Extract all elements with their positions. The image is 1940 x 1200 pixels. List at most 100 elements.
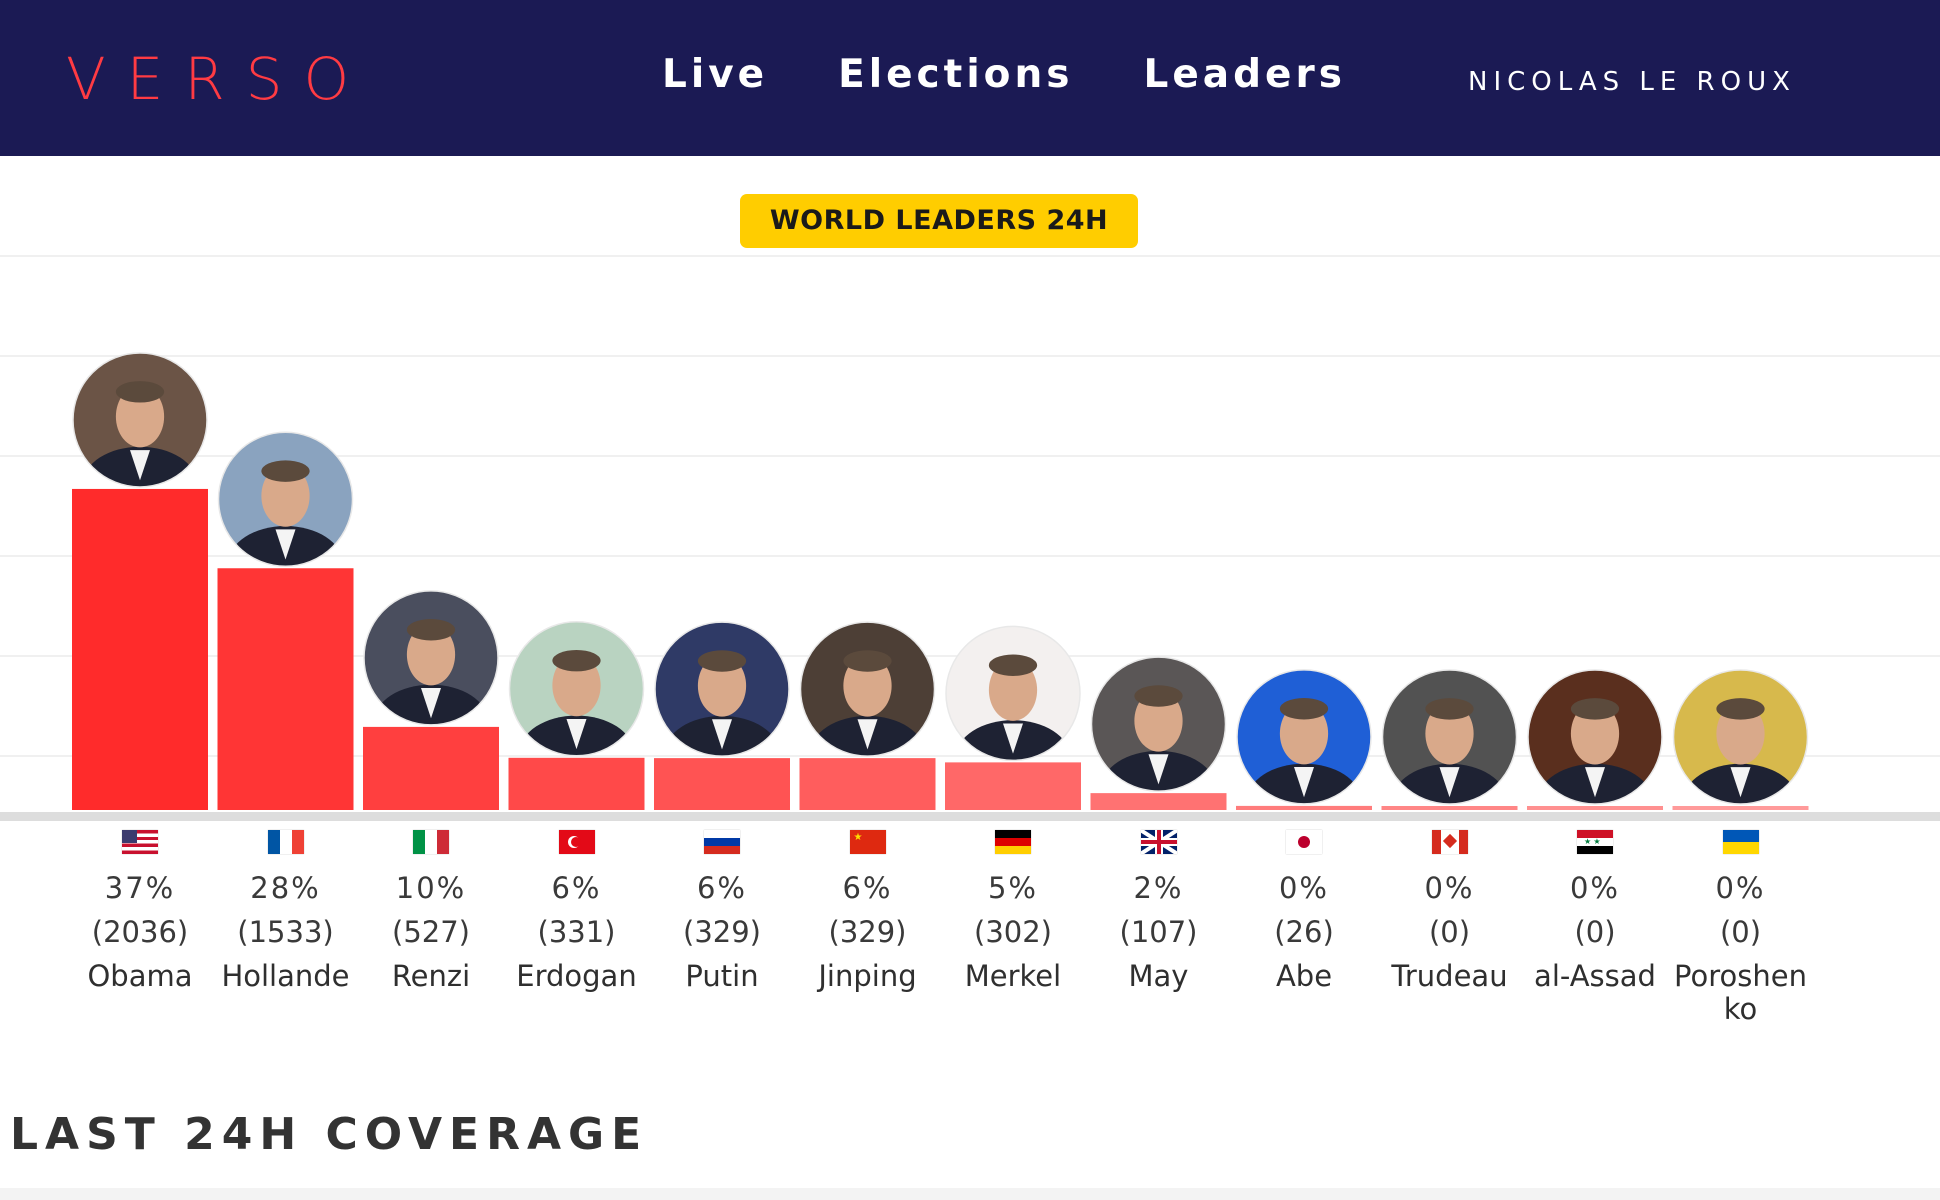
avatar-ring (508, 621, 645, 757)
leader-column-putin[interactable]: 6% (329) Putin (649, 830, 795, 993)
bar-putin[interactable] (654, 758, 790, 810)
it-flag-icon (413, 830, 449, 854)
avatar-ring (217, 431, 354, 568)
avatar-ring (363, 590, 499, 726)
bar-hollande[interactable] (217, 568, 354, 810)
ca-flag-icon (1431, 830, 1468, 854)
percent-label: 2% (1133, 871, 1184, 905)
us-flag-icon (122, 830, 158, 854)
percent-label: 6% (696, 871, 747, 905)
percent-label: 28% (250, 871, 321, 905)
avatar-hollande[interactable] (218, 432, 353, 600)
tr-flag-icon (558, 830, 595, 854)
bar-poroshenko[interactable] (1672, 806, 1809, 810)
avatar-abe[interactable] (1237, 669, 1371, 830)
bar-abe[interactable] (1236, 805, 1372, 810)
avatar-merkel[interactable] (946, 626, 1080, 793)
bar-trudeau[interactable] (1381, 806, 1518, 810)
leader-name-label[interactable]: Abe (1275, 959, 1333, 993)
bar-obama[interactable] (72, 488, 208, 810)
leader-column-renzi[interactable]: 10% (527) Renzi (358, 830, 504, 993)
brand-logo[interactable]: VERSO (66, 45, 371, 113)
count-label: (26) (1274, 915, 1334, 949)
percent-label: 0% (1424, 871, 1475, 905)
bar-merkel[interactable] (945, 762, 1081, 810)
leader-column-al-assad[interactable]: ★ ★ 0% (0) al-Assad (1522, 830, 1668, 993)
avatar-ring (1672, 669, 1809, 805)
avatar-ring (1381, 669, 1518, 805)
bar-renzi[interactable] (363, 726, 499, 810)
nav-item-leaders[interactable]: Leaders (1143, 52, 1346, 97)
avatar-poroshenko[interactable] (1673, 670, 1808, 830)
leader-column-erdogan[interactable]: 6% (331) Erdogan (504, 830, 650, 993)
section-title: LAST 24H COVERAGE (10, 1109, 649, 1160)
percent-label: 6% (842, 871, 893, 905)
coverage-strip (0, 1188, 1940, 1200)
nav-item-elections[interactable]: Elections (838, 52, 1074, 97)
leaders-bar-chart (0, 250, 1940, 830)
leader-column-hollande[interactable]: 28% (1533) Hollande (213, 830, 359, 993)
leader-column-trudeau[interactable]: 0% (0) Trudeau (1377, 830, 1523, 993)
leader-name-label[interactable]: Renzi (391, 959, 471, 993)
avatar-al-assad[interactable] (1528, 670, 1662, 830)
avatar-jinping[interactable] (800, 622, 935, 789)
count-label: (331) (537, 915, 616, 949)
fr-flag-icon (267, 830, 304, 854)
leader-name-label[interactable]: Merkel (964, 959, 1062, 993)
leader-name-label[interactable]: Hollande (221, 959, 350, 993)
main-nav: Live Elections Leaders (662, 50, 1416, 100)
avatar-trudeau[interactable] (1382, 670, 1517, 830)
percent-label: 6% (551, 871, 602, 905)
avatar-ring (799, 621, 936, 757)
leader-name-label[interactable]: May (1128, 959, 1189, 993)
percent-label: 0% (1715, 871, 1766, 905)
avatar-ring (1090, 656, 1227, 792)
avatar-obama[interactable] (73, 352, 207, 521)
avatar-putin[interactable] (655, 622, 789, 789)
percent-label: 0% (1278, 871, 1329, 905)
gb-flag-icon (1140, 830, 1177, 854)
chart-canvas (0, 255, 1940, 830)
count-label: (0) (1719, 915, 1762, 949)
leader-name-label[interactable]: Trudeau (1391, 959, 1508, 993)
percent-label: 10% (395, 871, 467, 905)
count-label: (0) (1574, 915, 1616, 949)
count-label: (527) (392, 915, 470, 949)
leader-name-label[interactable]: Putin (685, 959, 759, 993)
count-label: (2036) (91, 915, 189, 949)
avatar-may[interactable] (1091, 657, 1226, 824)
leader-name-label[interactable]: Poroshenko (1674, 959, 1807, 1026)
leader-column-obama[interactable]: 37% (2036) Obama (67, 830, 213, 993)
leader-name-label[interactable]: Erdogan (516, 959, 637, 993)
ru-flag-icon (704, 830, 740, 854)
bar-al-assad[interactable] (1527, 806, 1663, 810)
leader-column-jinping[interactable]: ★ 6% (329) Jinping (795, 830, 941, 993)
user-name-link[interactable]: NICOLAS LE ROUX (1468, 67, 1796, 97)
leader-column-may[interactable]: 2% (107) May (1086, 830, 1232, 993)
count-label: (107) (1119, 915, 1198, 949)
leader-name-label[interactable]: Jinping (818, 959, 917, 993)
bar-may[interactable] (1090, 793, 1227, 810)
leader-name-label[interactable]: al-Assad (1534, 959, 1656, 993)
avatar-renzi[interactable] (364, 590, 498, 759)
percent-label: 0% (1569, 871, 1620, 905)
nav-item-live[interactable]: Live (662, 52, 769, 97)
avatar-ring (654, 621, 790, 757)
leader-name-label[interactable]: Obama (87, 959, 193, 993)
leader-column-merkel[interactable]: 5% (302) Merkel (940, 830, 1086, 993)
count-label: (302) (974, 915, 1052, 949)
chart-baseline (0, 812, 1940, 821)
jp-flag-icon (1286, 830, 1322, 854)
avatar-ring (1527, 669, 1663, 805)
leader-column-abe[interactable]: 0% (26) Abe (1231, 830, 1377, 993)
bar-erdogan[interactable] (508, 757, 645, 810)
sy-flag-icon: ★ ★ (1577, 830, 1613, 854)
percent-label: 5% (987, 871, 1038, 905)
leader-column-poroshenko[interactable]: 0% (0) Poroshenko (1668, 830, 1814, 1026)
count-label: (329) (683, 915, 761, 949)
avatar-erdogan[interactable] (509, 621, 644, 790)
avatar-ring (945, 625, 1081, 762)
avatar-ring (1236, 669, 1372, 805)
percent-label: 37% (104, 871, 176, 905)
bar-jinping[interactable] (799, 758, 936, 810)
